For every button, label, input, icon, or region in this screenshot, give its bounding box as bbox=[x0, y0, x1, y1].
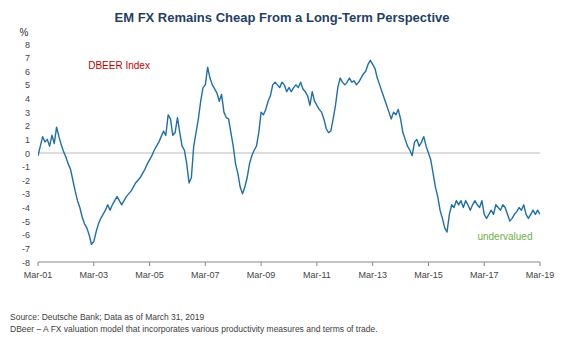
x-tick bbox=[316, 262, 317, 266]
y-axis: -8 -7 -6 -5 -4 -3 -2 -1 0 1 2 3 4 5 6 7 8 bbox=[22, 40, 30, 268]
x-axis-line bbox=[38, 262, 540, 263]
y-tick-label: 0 bbox=[25, 149, 30, 159]
x-tick-label: Mar-19 bbox=[526, 270, 555, 280]
x-tick-label: Mar-01 bbox=[24, 270, 53, 280]
x-tick bbox=[149, 262, 150, 266]
source-line: DBeer – A FX valuation model that incorp… bbox=[10, 324, 378, 334]
plot-area bbox=[38, 60, 540, 244]
y-tick-label: -7 bbox=[22, 244, 30, 254]
y-tick-label: 6 bbox=[25, 67, 30, 77]
y-tick-label: -1 bbox=[22, 162, 30, 172]
x-tick bbox=[540, 262, 541, 266]
x-tick bbox=[372, 262, 373, 266]
x-tick bbox=[428, 262, 429, 266]
x-tick-label: Mar-13 bbox=[358, 270, 387, 280]
x-tick-label: Mar-11 bbox=[303, 270, 331, 280]
y-tick-label: 7 bbox=[25, 53, 30, 63]
y-tick-label: -3 bbox=[22, 189, 30, 199]
y-axis-label: % bbox=[20, 27, 29, 38]
y-tick-label: -2 bbox=[22, 176, 30, 186]
annotation: undervalued bbox=[477, 231, 532, 242]
y-tick-label: 8 bbox=[25, 40, 30, 50]
chart: EM FX Remains Cheap From a Long-Term Per… bbox=[0, 0, 564, 346]
title: EM FX Remains Cheap From a Long-Term Per… bbox=[115, 10, 450, 25]
y-tick-label: 2 bbox=[25, 121, 30, 131]
y-tick-label: 3 bbox=[25, 108, 30, 118]
y-tick-label: -4 bbox=[22, 203, 30, 213]
y-tick-label: -6 bbox=[22, 230, 30, 240]
source: Source: Deutsche Bank; Data as of March … bbox=[10, 312, 378, 334]
x-tick bbox=[38, 262, 39, 266]
x-tick bbox=[484, 262, 485, 266]
x-tick-label: Mar-15 bbox=[414, 270, 443, 280]
x-tick bbox=[261, 262, 262, 266]
line bbox=[38, 60, 540, 244]
x-tick-label: Mar-09 bbox=[247, 270, 276, 280]
x-tick-label: Mar-07 bbox=[191, 270, 220, 280]
x-tick-label: Mar-05 bbox=[135, 270, 164, 280]
y-tick-label: 5 bbox=[25, 80, 30, 90]
x-tick bbox=[205, 262, 206, 266]
zero-line bbox=[38, 153, 540, 154]
annotation: DBEER Index bbox=[88, 60, 150, 71]
x-axis: Mar-01 Mar-03 Mar-05 Mar-07 Mar-09 Mar-11 Mar-… bbox=[24, 262, 555, 280]
y-tick-label: 4 bbox=[25, 94, 30, 104]
y-tick-label: 1 bbox=[25, 135, 30, 145]
x-tick-label: Mar-03 bbox=[80, 270, 109, 280]
y-tick-label: -5 bbox=[22, 217, 30, 227]
x-tick-label: Mar-17 bbox=[470, 270, 499, 280]
source-line: Source: Deutsche Bank; Data as of March … bbox=[10, 312, 204, 322]
x-tick bbox=[93, 262, 94, 266]
y-tick-label: -8 bbox=[22, 258, 30, 268]
